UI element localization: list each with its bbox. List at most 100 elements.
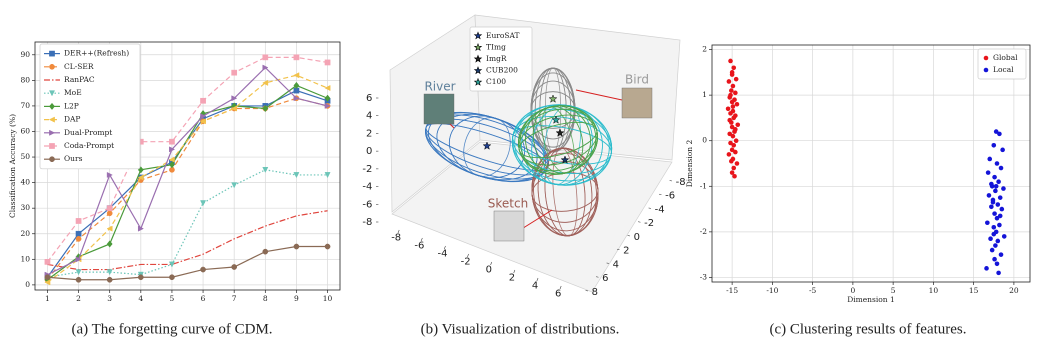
point xyxy=(995,261,1000,266)
tick-label: -8 xyxy=(362,217,372,228)
y-tick-label: 2 xyxy=(702,45,707,54)
y-tick-label: 70 xyxy=(20,101,30,110)
marker xyxy=(169,139,174,144)
point xyxy=(987,193,992,198)
point xyxy=(731,104,736,109)
point xyxy=(730,70,735,75)
tick-label: 4 xyxy=(532,281,538,292)
tick-label: 2 xyxy=(509,273,515,284)
point xyxy=(996,179,1001,184)
point xyxy=(987,157,992,162)
point xyxy=(992,257,997,262)
tick-label: 0 xyxy=(634,232,640,243)
tick-label: -8 xyxy=(391,233,401,244)
point xyxy=(731,84,736,89)
tick-label: 4 xyxy=(613,259,619,270)
x-tick-label: 5 xyxy=(170,294,175,303)
legend-label: Global xyxy=(993,53,1018,62)
point xyxy=(998,214,1003,219)
point xyxy=(999,166,1004,171)
marker xyxy=(45,275,50,280)
point xyxy=(995,161,1000,166)
legend-label: DER++(Refresh) xyxy=(64,49,129,58)
legend-label: Coda-Prompt xyxy=(64,141,114,150)
point xyxy=(996,271,1001,276)
y-tick-label: 10 xyxy=(20,254,30,263)
marker xyxy=(200,98,205,103)
marker xyxy=(232,70,237,75)
point xyxy=(735,122,740,127)
tick-label: 4 xyxy=(366,111,372,122)
x-axis-label: Dimension 1 xyxy=(847,295,895,304)
point xyxy=(732,174,737,179)
point xyxy=(731,116,736,121)
marker xyxy=(232,264,237,269)
point xyxy=(1002,234,1007,239)
x-tick-label: 4 xyxy=(138,294,143,303)
legend-label: CUB200 xyxy=(486,66,518,75)
legend-label: CL-SER xyxy=(64,62,94,71)
tick-label: -2 xyxy=(461,257,471,268)
point xyxy=(733,91,738,96)
marker xyxy=(76,218,81,223)
x-tick-label: 2 xyxy=(76,294,81,303)
point xyxy=(727,152,732,157)
x-tick-label: -10 xyxy=(766,286,778,295)
point xyxy=(990,248,995,253)
y-tick-label: 50 xyxy=(20,152,30,161)
tick-label: -6 xyxy=(414,241,424,252)
point xyxy=(989,204,994,209)
y-axis-label: Classification Accuracy (%) xyxy=(8,114,17,218)
y-tick-label: 1 xyxy=(702,90,707,99)
caption: (a) The forgetting curve of CDM. xyxy=(71,321,272,337)
tick-label: 8 xyxy=(592,287,598,298)
marker xyxy=(138,275,143,280)
point xyxy=(727,118,732,123)
tick-label: -4 xyxy=(437,249,447,260)
point xyxy=(735,161,740,166)
tick-mark xyxy=(659,194,661,195)
tick-label: 2 xyxy=(623,246,629,257)
y-tick-label: 30 xyxy=(20,203,30,212)
marker xyxy=(200,267,205,272)
point xyxy=(729,88,734,93)
point xyxy=(728,59,733,64)
marker xyxy=(294,55,299,60)
y-tick-label: -1 xyxy=(700,181,707,190)
annotation: Sketch xyxy=(488,197,528,211)
y-tick-label: -3 xyxy=(700,272,708,281)
point xyxy=(993,189,998,194)
marker xyxy=(76,277,81,282)
point xyxy=(726,107,731,112)
point xyxy=(734,138,739,143)
marker xyxy=(76,236,81,241)
point xyxy=(733,150,738,155)
x-tick-label: 9 xyxy=(294,294,299,303)
tick-mark xyxy=(649,208,651,209)
point xyxy=(1000,207,1005,212)
tick-label: -2 xyxy=(644,218,654,229)
point xyxy=(997,223,1002,228)
legend-label: MoE xyxy=(64,88,82,97)
legend-label: DAP xyxy=(64,115,80,124)
legend-marker xyxy=(49,157,54,162)
marker xyxy=(294,244,299,249)
x-tick-label: 8 xyxy=(263,294,268,303)
legend-marker xyxy=(49,143,54,148)
point xyxy=(991,225,996,230)
point xyxy=(988,236,993,241)
figure: 123456789100102030405060708090Classifica… xyxy=(0,0,1037,349)
y-tick-label: 90 xyxy=(20,50,30,59)
tick-label: 0 xyxy=(366,146,372,157)
legend-label: L2P xyxy=(64,101,79,110)
point xyxy=(991,200,996,205)
x-tick-label: 20 xyxy=(1009,286,1019,295)
point xyxy=(727,79,732,84)
tick-label: -2 xyxy=(362,164,372,175)
legend-swatch xyxy=(984,56,989,61)
marker xyxy=(107,277,112,282)
point xyxy=(992,175,997,180)
tick-label: 0 xyxy=(486,265,492,276)
tick-label: -6 xyxy=(665,191,675,202)
point xyxy=(735,102,740,107)
